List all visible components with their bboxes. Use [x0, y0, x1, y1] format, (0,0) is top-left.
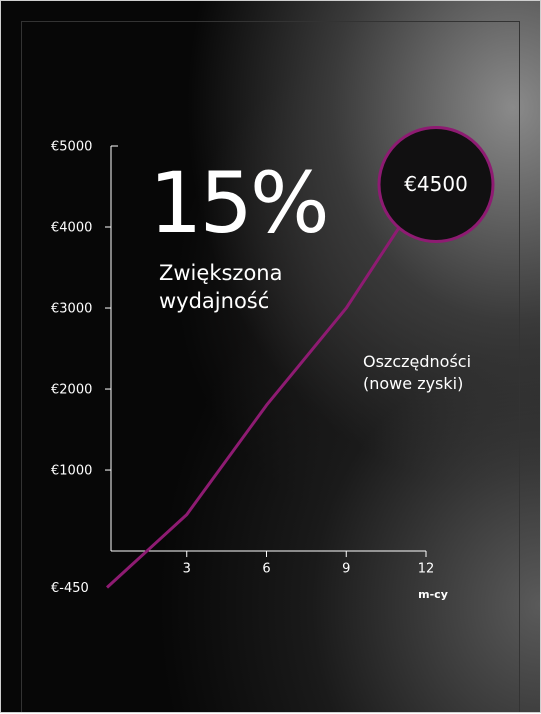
callout-circle: [377, 126, 495, 244]
x-tick-label: 6: [262, 562, 270, 577]
frame: [21, 21, 520, 712]
line: [105, 185, 428, 589]
y-tick-label: €1000: [51, 464, 92, 479]
x-tick-label: 9: [342, 562, 350, 577]
y-tick-label: €3000: [51, 302, 92, 317]
headline-caption: Zwiększona wydajność: [159, 261, 283, 313]
y-tick-label: €4000: [51, 221, 92, 236]
y-tick-label: €2000: [51, 383, 92, 398]
y-tick-label: €-450: [51, 581, 89, 596]
y-tick-label: €5000: [51, 140, 92, 155]
x-tick-label: 3: [183, 562, 191, 577]
series-label: Oszczędności (nowe zyski): [363, 352, 472, 393]
headline: 15%: [149, 154, 330, 252]
x-axis-label: m-cy: [418, 588, 448, 601]
callout-label: €4500: [404, 172, 468, 196]
x-tick-label: 12: [418, 562, 435, 577]
